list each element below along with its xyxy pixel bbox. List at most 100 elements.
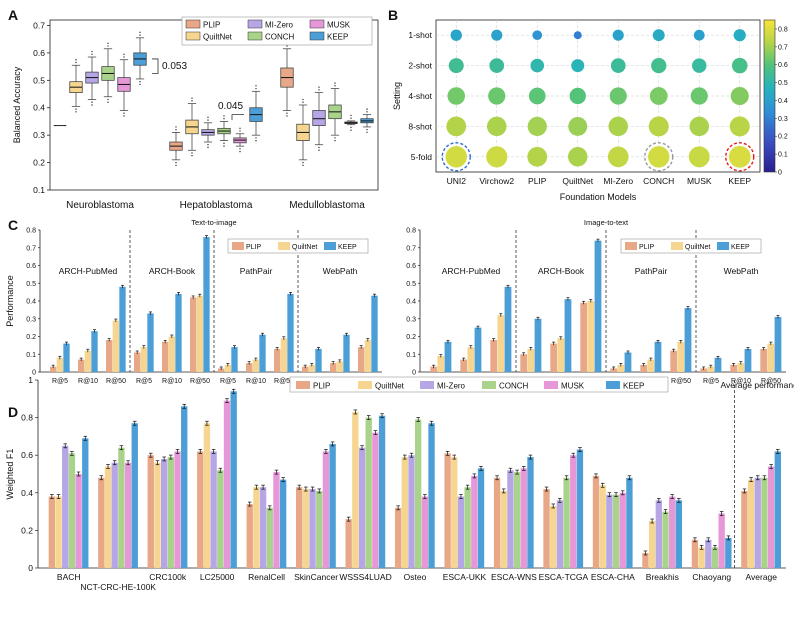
- x-axis-label: Foundation Models: [560, 192, 637, 202]
- x-tick-label: QuiltNet: [562, 176, 593, 186]
- bar-keep-skincancer: [329, 443, 336, 568]
- outlier-point: [123, 53, 125, 55]
- bar-quiltnet-r-10: [336, 361, 343, 372]
- outlier-point: [223, 142, 225, 145]
- dot-keep-5-fold: [728, 145, 751, 168]
- bar-plip-wsss4luad: [345, 519, 352, 568]
- bar-keep-r-10: [564, 299, 572, 372]
- outlier-point: [91, 104, 93, 106]
- panel-b-dotplot: UNI2 Virchow2 PLIP QuiltNet MI-Zero CONCH MUSK…: [392, 19, 788, 202]
- dot-uni2-4-shot: [447, 87, 466, 105]
- bar-plip-r-5: [430, 366, 438, 372]
- bar-keep-r-50: [371, 295, 378, 372]
- bar-musk-renalcell: [273, 472, 280, 568]
- x-tick-label: Virchow2: [479, 176, 514, 186]
- bar-mi-zero-crc100k: [160, 458, 168, 568]
- y-tick-label: 0.8: [26, 228, 36, 235]
- y-tick-label: 0: [28, 563, 33, 573]
- bar-plip-chaoyang: [691, 539, 699, 568]
- outlier-point: [91, 50, 93, 53]
- bar-quiltnet-osteo: [401, 457, 408, 568]
- bar-keep-r-10: [91, 331, 98, 372]
- outlier-point: [139, 31, 141, 34]
- outlier-point: [318, 89, 320, 91]
- bar-musk-crc100k: [174, 451, 181, 568]
- bar-musk-esca-cha: [619, 492, 626, 568]
- dot-mi-zero-2-shot: [610, 58, 626, 73]
- bar-plip-r-10: [640, 364, 648, 372]
- x-tick-label: SkinCancer: [294, 572, 338, 582]
- x-category-label: Medulloblastoma: [289, 200, 365, 211]
- legend: PLIP MI-Zero MUSK QuiltNet CONCH KEEP: [181, 16, 373, 46]
- bar-plip-r-5: [700, 368, 708, 372]
- bar-quiltnet-r-5: [56, 357, 63, 372]
- outlier-point: [139, 34, 141, 36]
- outlier-point: [223, 145, 225, 147]
- bar-keep-osteo: [428, 423, 435, 568]
- legend-swatch-plip: [232, 242, 244, 250]
- bar-quiltnet-r-10: [168, 336, 175, 372]
- bar-mi-zero-lc25000: [210, 451, 217, 568]
- outlier-point: [255, 137, 257, 139]
- bar-keep-average: [774, 451, 781, 568]
- section-label-webpath: WebPath: [724, 266, 759, 276]
- bar-quiltnet-nct-crc-he-100k: [104, 466, 112, 568]
- bar-keep-esca-ukk: [477, 468, 485, 568]
- legend-label-keep: KEEP: [623, 382, 644, 391]
- bar-mi-zero-esca-cha: [606, 494, 613, 568]
- bar-conch-crc100k: [167, 457, 175, 568]
- bar-quiltnet-r-50: [112, 320, 119, 372]
- x-tick-label: PLIP: [528, 176, 547, 186]
- bar-musk-esca-tcga: [570, 455, 577, 568]
- outlier-point: [350, 117, 352, 119]
- x-tick-label: MI-Zero: [603, 176, 633, 186]
- bar-keep-wsss4luad: [378, 415, 386, 568]
- y-tick-label: 5-fold: [411, 152, 433, 162]
- bar-keep-r-10: [175, 293, 182, 372]
- colorbar-tick-label: 0.4: [778, 98, 788, 105]
- bar-musk-wsss4luad: [372, 432, 379, 568]
- bar-plip-r-50: [274, 348, 281, 372]
- dot-virchow2-1-shot: [491, 29, 503, 41]
- bar-keep-r-10: [474, 327, 482, 373]
- outlier-point: [350, 129, 352, 131]
- bar-keep-esca-wns: [527, 457, 534, 568]
- bar-conch-lc25000: [217, 470, 224, 568]
- bar-keep-r-5: [624, 352, 632, 372]
- y-axis-label: Balanced Accuracy: [12, 66, 22, 143]
- bar-quiltnet-lc25000: [203, 423, 211, 568]
- outlier-point: [91, 53, 93, 55]
- bar-quiltnet-breakhis: [648, 521, 656, 568]
- bar-quiltnet-r-5: [527, 348, 535, 372]
- bar-plip-esca-ukk: [444, 453, 451, 568]
- highlight-ring-uni2: [441, 142, 471, 172]
- legend-swatch-plip: [296, 381, 310, 389]
- y-tick-label: 0.4: [33, 103, 45, 113]
- bar-quiltnet-r-5: [707, 366, 715, 372]
- legend-label-keep: KEEP: [327, 33, 348, 42]
- dot-quiltnet-8-shot: [568, 116, 588, 136]
- legend-label-plip: PLIP: [313, 382, 330, 391]
- legend-swatch-mi-zero: [420, 381, 434, 389]
- panel-letter-c: C: [8, 217, 18, 233]
- legend-swatch-conch: [482, 381, 496, 389]
- dot-keep-1-shot: [733, 29, 746, 42]
- y-tick-label: 0.8: [21, 413, 33, 423]
- section-label-arch-book: ARCH-Book: [538, 266, 585, 276]
- outlier-point: [350, 114, 352, 117]
- legend-label-mi-zero: MI-Zero: [265, 21, 294, 30]
- bar-plip-renalcell: [246, 504, 253, 568]
- bar-conch-esca-cha: [612, 494, 620, 568]
- outlier-point: [207, 144, 209, 146]
- x-tick-label: R@50: [106, 378, 126, 385]
- legend-label-keep: KEEP: [338, 244, 357, 251]
- bar-quiltnet-crc100k: [154, 462, 161, 568]
- x-tick-label: R@50: [671, 378, 691, 385]
- outlier-point: [223, 118, 225, 120]
- bar-keep-r-5: [444, 341, 452, 372]
- outlier-point: [239, 127, 241, 130]
- legend-frame: [181, 16, 373, 46]
- outlier-point: [334, 139, 336, 142]
- dot-quiltnet-1-shot: [573, 31, 582, 40]
- bar-quiltnet-r-50: [767, 343, 775, 372]
